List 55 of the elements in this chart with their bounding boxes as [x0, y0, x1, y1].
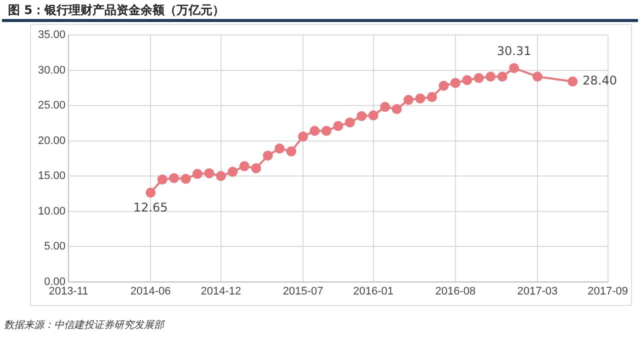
x-tick-label: 2017-09: [588, 285, 628, 298]
point: [474, 73, 484, 84]
point: [509, 63, 520, 74]
y-tick-label: 25.00: [38, 100, 66, 112]
point: [216, 171, 226, 182]
point: [146, 188, 156, 198]
x-tick-label: 2015-07: [282, 285, 324, 298]
point: [157, 174, 168, 185]
point: [298, 132, 308, 142]
point: [438, 80, 449, 91]
point: [321, 126, 332, 136]
data-label: 30.31: [496, 44, 532, 58]
point: [404, 94, 414, 105]
y-tick-label: 15.00: [38, 170, 66, 182]
point: [169, 173, 180, 184]
chart-title: 图 5：银行理财产品资金余额（万亿元）: [8, 2, 225, 19]
data-label: 12.65: [133, 200, 168, 215]
point: [368, 110, 378, 120]
point: [204, 168, 214, 178]
x-tick-label: 2016-01: [353, 285, 394, 298]
point: [192, 168, 202, 179]
point: [310, 126, 320, 136]
point: [262, 150, 273, 161]
point: [344, 117, 355, 128]
x-tick-label: 2014-06: [130, 285, 171, 298]
point: [274, 144, 285, 154]
point: [392, 104, 402, 114]
source-note: 数据来源：中信建投证券研究发展部: [4, 318, 164, 332]
point: [497, 72, 508, 82]
point: [415, 93, 426, 104]
point: [568, 76, 578, 87]
point: [450, 78, 460, 88]
data-label: 28.40: [582, 74, 618, 88]
point: [356, 111, 367, 122]
y-tick-label: 30.00: [38, 64, 66, 76]
point: [180, 174, 191, 184]
x-tick-label: 2017-03: [517, 285, 558, 298]
point: [380, 102, 390, 112]
point: [486, 72, 496, 82]
point: [532, 72, 542, 82]
x-tick-label: 2013-11: [48, 285, 88, 298]
point: [228, 166, 238, 177]
y-tick-label: 20.00: [38, 134, 66, 147]
x-tick-label: 2016-08: [435, 285, 476, 298]
y-tick-label: 0.00: [44, 276, 66, 288]
point: [286, 146, 296, 156]
y-tick-label: 35.00: [38, 29, 66, 42]
point: [462, 75, 472, 86]
point: [251, 163, 262, 174]
point: [239, 161, 250, 172]
point: [333, 120, 344, 131]
point: [426, 92, 437, 102]
x-tick-label: 2014-12: [200, 285, 242, 298]
y-tick-label: 10.00: [38, 205, 66, 218]
y-tick-label: 5.00: [44, 240, 66, 253]
